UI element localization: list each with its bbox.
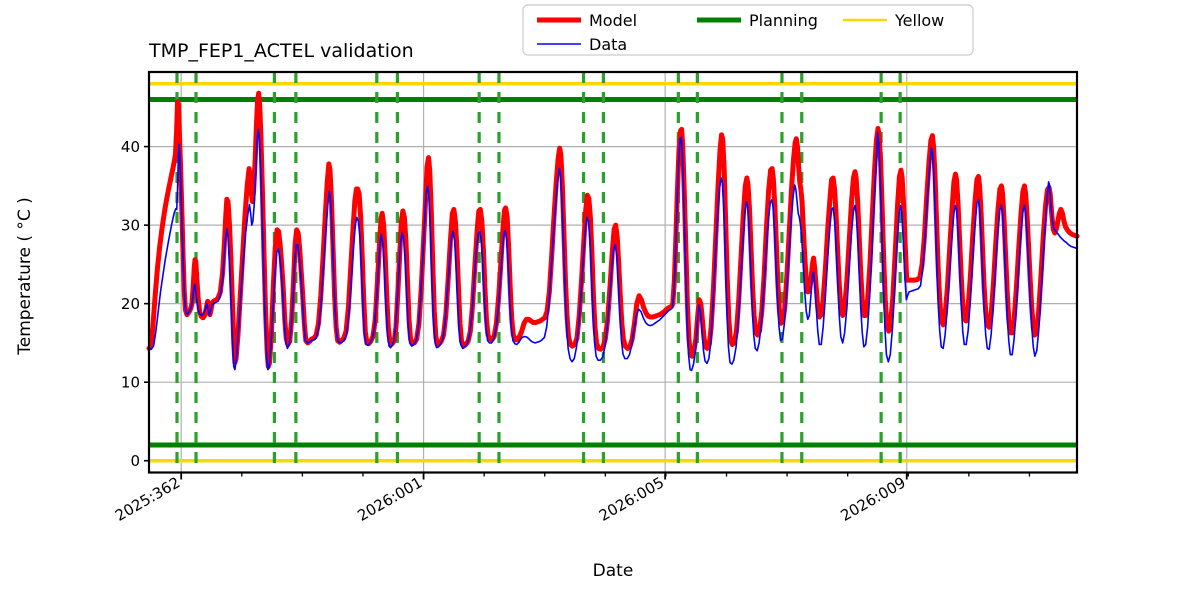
x-axis-ticks — [180, 472, 1031, 480]
y-tick-label: 10 — [121, 374, 140, 392]
plot-frame — [147, 70, 1079, 474]
y-tick-label: 40 — [121, 138, 140, 156]
y-tick-labels: 0 10 20 30 40 — [121, 138, 140, 470]
legend-box — [522, 4, 974, 56]
legend-label-yellow: Yellow — [894, 11, 944, 30]
legend-label-data: Data — [589, 35, 627, 54]
threshold-lines — [149, 82, 1077, 463]
data-series — [146, 90, 1080, 372]
chart-legend: Model Planning Yellow Data — [522, 4, 974, 56]
y-tick-label: 30 — [121, 217, 140, 235]
y-axis-label: Temperature ( °C ) — [15, 197, 35, 356]
series-line-data — [148, 128, 1078, 372]
legend-label-planning: Planning — [749, 11, 818, 30]
y-axis-ticks — [144, 145, 149, 462]
y-tick-label: 20 — [121, 295, 140, 313]
y-tick-label: 0 — [130, 452, 140, 470]
x-axis-label: Date — [593, 561, 634, 581]
chart-title: TMP_FEP1_ACTEL validation — [148, 40, 414, 62]
legend-label-model: Model — [589, 11, 637, 30]
